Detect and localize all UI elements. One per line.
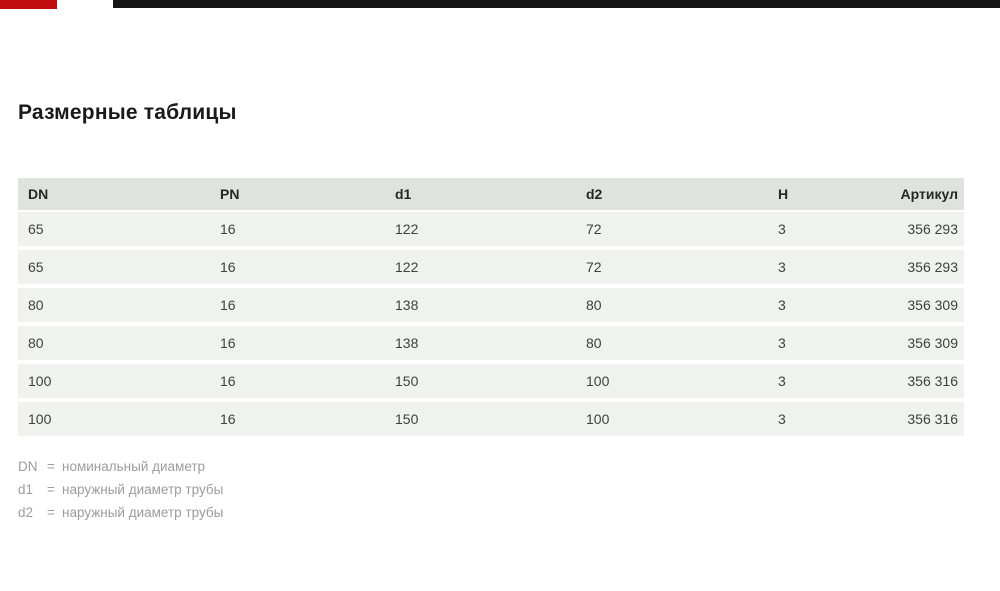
cell-d2: 80 xyxy=(586,335,602,351)
cell-dn: 80 xyxy=(28,297,44,313)
column-header-d2: d2 xyxy=(586,186,603,202)
footnote-d1: d1 = наружный диаметр трубы xyxy=(18,478,223,501)
cell-d2: 80 xyxy=(586,297,602,313)
cell-h: 3 xyxy=(778,411,786,427)
cell-pn: 16 xyxy=(220,297,236,313)
cell-dn: 100 xyxy=(28,373,52,389)
cell-artikul: 356 293 xyxy=(907,259,958,275)
footnote-dn: DN = номинальный диаметр xyxy=(18,455,223,478)
table-row: 100 16 150 100 3 356 316 xyxy=(18,402,964,436)
column-header-dn: DN xyxy=(28,186,49,202)
cell-h: 3 xyxy=(778,373,786,389)
cell-dn: 100 xyxy=(28,411,52,427)
brand-red-block xyxy=(0,0,57,9)
cell-artikul: 356 293 xyxy=(907,221,958,237)
cell-artikul: 356 316 xyxy=(907,411,958,427)
cell-pn: 16 xyxy=(220,221,236,237)
cell-h: 3 xyxy=(778,297,786,313)
dimension-table: DN PN d1 d2 H Артикул 65 16 122 72 3 356… xyxy=(18,178,964,440)
cell-d1: 150 xyxy=(395,411,419,427)
cell-artikul: 356 316 xyxy=(907,373,958,389)
footnote-term: d1 xyxy=(18,482,34,497)
cell-h: 3 xyxy=(778,221,786,237)
footnote-equals: = xyxy=(47,459,55,474)
cell-pn: 16 xyxy=(220,259,236,275)
cell-d1: 138 xyxy=(395,297,419,313)
cell-d2: 100 xyxy=(586,411,610,427)
table-row: 80 16 138 80 3 356 309 xyxy=(18,288,964,322)
cell-pn: 16 xyxy=(220,335,236,351)
footnotes: DN = номинальный диаметр d1 = наружный д… xyxy=(18,455,223,524)
footnote-definition: номинальный диаметр xyxy=(62,459,206,474)
column-header-pn: PN xyxy=(220,186,240,202)
footnote-definition: наружный диаметр трубы xyxy=(62,482,224,497)
table-row: 65 16 122 72 3 356 293 xyxy=(18,250,964,284)
cell-pn: 16 xyxy=(220,373,236,389)
cell-dn: 65 xyxy=(28,221,44,237)
top-navigation-bar xyxy=(113,0,1000,8)
cell-dn: 80 xyxy=(28,335,44,351)
cell-h: 3 xyxy=(778,259,786,275)
cell-d1: 138 xyxy=(395,335,419,351)
cell-d1: 150 xyxy=(395,373,419,389)
footnote-term: DN xyxy=(18,459,38,474)
table-header-row: DN PN d1 d2 H Артикул xyxy=(18,178,964,210)
footnote-equals: = xyxy=(47,505,55,520)
table-row: 100 16 150 100 3 356 316 xyxy=(18,364,964,398)
column-header-artikul: Артикул xyxy=(900,186,958,202)
footnote-definition: наружный диаметр трубы xyxy=(62,505,224,520)
column-header-h: H xyxy=(778,186,789,202)
footnote-term: d2 xyxy=(18,505,34,520)
footnote-equals: = xyxy=(47,482,55,497)
cell-d1: 122 xyxy=(395,221,419,237)
table-row: 65 16 122 72 3 356 293 xyxy=(18,212,964,246)
cell-d2: 72 xyxy=(586,259,602,275)
cell-d1: 122 xyxy=(395,259,419,275)
cell-dn: 65 xyxy=(28,259,44,275)
table-body: 65 16 122 72 3 356 293 65 16 122 72 3 35… xyxy=(18,212,964,436)
column-header-d1: d1 xyxy=(395,186,412,202)
cell-d2: 100 xyxy=(586,373,610,389)
footnote-d2: d2 = наружный диаметр трубы xyxy=(18,501,223,524)
cell-h: 3 xyxy=(778,335,786,351)
cell-d2: 72 xyxy=(586,221,602,237)
page-title: Размерные таблицы xyxy=(18,101,237,124)
table-row: 80 16 138 80 3 356 309 xyxy=(18,326,964,360)
cell-artikul: 356 309 xyxy=(907,335,958,351)
cell-pn: 16 xyxy=(220,411,236,427)
cell-artikul: 356 309 xyxy=(907,297,958,313)
